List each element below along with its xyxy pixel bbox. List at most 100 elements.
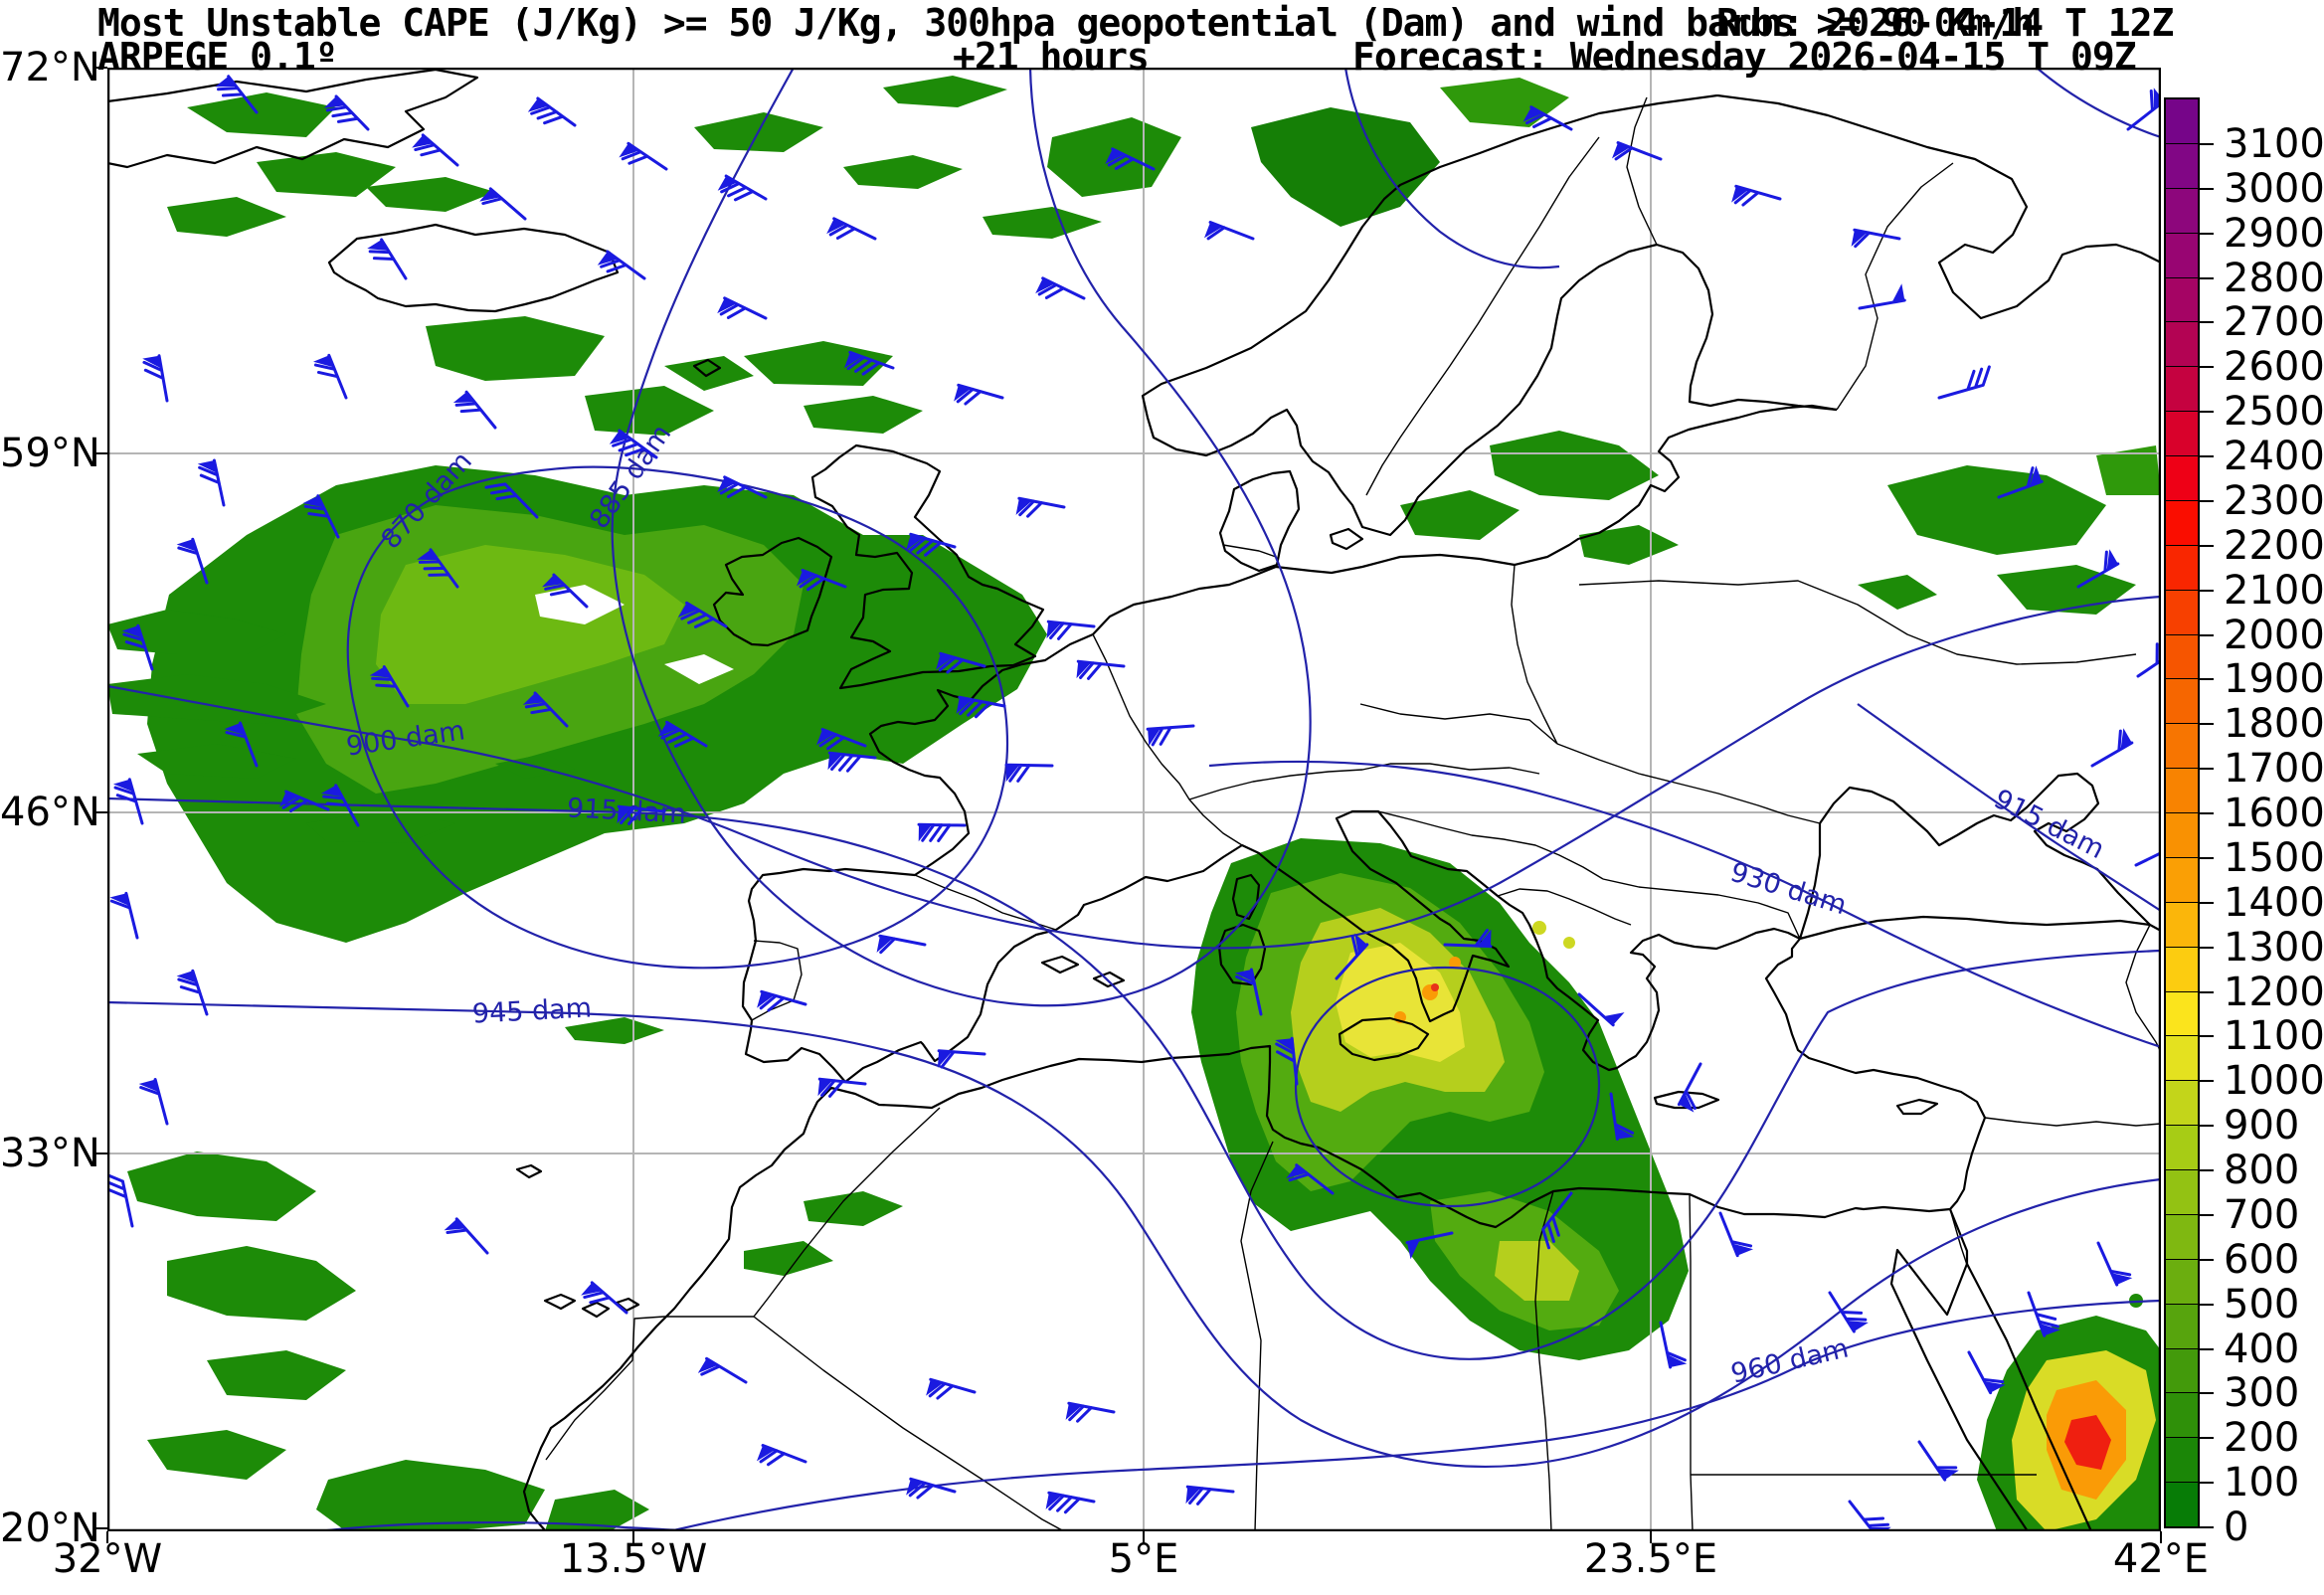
colorbar-tick [2200,1392,2214,1395]
wind-barb-icon [796,569,847,592]
coastline [1948,1208,1969,1264]
wind-barb-icon [937,1049,986,1069]
cape-shaded-region [127,1152,316,1221]
colorbar-tick-label: 1800 [2224,701,2324,748]
coastline [1329,527,1364,551]
wind-barb-icon [2096,1241,2133,1287]
wind-barb-icon [142,354,169,403]
colorbar-segment [2166,321,2198,367]
cape-shaded-region [2096,445,2161,495]
colorbar-tick [2200,1526,2214,1528]
cape-shaded-region [257,152,396,197]
wind-barb-icon [452,390,497,430]
cape-shaded-region [744,341,893,386]
wind-barb-icon [1065,1401,1116,1423]
geopotential-contour [1294,966,1601,1208]
wind-barb-icon [697,1356,748,1384]
wind-barb-icon [1541,1191,1573,1250]
colorbar-tick-label: 2800 [2224,255,2324,301]
coastline [1716,93,2162,320]
colorbar-segment [2166,411,2198,455]
longitude-tick-label: 13.5°W [559,1536,708,1582]
cape-shaded-region [376,545,684,704]
wind-barb-icon [279,790,330,812]
wind-barb-icon [224,721,259,768]
latitude-tick [93,811,107,813]
cape-shaded-region [983,207,1102,239]
colorbar-segment [2166,1080,2198,1126]
colorbar-segment [2166,1213,2198,1259]
cape-shaded-region [306,808,455,843]
colorbar-tick-label: 1000 [2224,1058,2324,1105]
wind-barb-icon [484,482,539,519]
coastline [106,68,479,169]
wind-barb-icon [1611,141,1663,161]
colorbar-segment [2166,1347,2198,1393]
coastline [581,1301,611,1319]
wind-barb-icon [109,891,139,940]
colorbar-tick-label: 700 [2224,1191,2300,1238]
colorbar-segment [2166,1169,2198,1214]
geopotential-contour [106,595,2162,950]
cape-shaded-region [545,1490,649,1531]
wind-barb-icon [597,250,646,280]
country-border [1188,763,1540,800]
wind-barb-icon [906,1477,957,1500]
country-border [1377,810,1604,880]
wind-barb-icon [1045,1491,1096,1514]
colorbar-segment [2166,232,2198,277]
colorbar-tick [2200,232,2214,235]
wind-barb-icon [1731,184,1782,207]
colorbar-tick-label: 100 [2224,1460,2300,1506]
wind-barb-icon [1858,283,1906,310]
country-border [1984,1117,2162,1127]
geopotential-contour [611,67,1312,1007]
wind-barb-icon [2134,829,2179,867]
coastline [327,223,620,313]
colorbar-segment [2166,142,2198,188]
colorbar-tick-label: 2100 [2224,567,2324,614]
coastline [615,1297,640,1313]
cape-shaded-region [1400,490,1520,540]
cape-shaded-region [1997,565,2136,615]
wind-barb-icon [1851,228,1901,249]
colorbar-tick [2200,1258,2214,1261]
colorbar-tick [2200,1169,2214,1172]
colorbar-tick [2200,901,2214,904]
colorbar-segment [2166,187,2198,233]
colorbar-tick [2200,187,2214,190]
cape-shaded-region [426,316,605,381]
colorbar-segment [2166,768,2198,812]
wind-barb-icon [176,969,209,1016]
country-border [1240,1141,1274,1532]
coastline [1798,772,2162,940]
cape-shaded-region [744,1241,833,1276]
colorbar-segment [2166,544,2198,590]
contour-label: 960 dam [1728,1332,1852,1389]
colorbar-segment [2166,276,2198,322]
colorbar-segment [2166,1437,2198,1483]
geopotential-contour [1857,703,2162,912]
colorbar-segment [2166,723,2198,769]
colorbar-tick [2200,723,2214,726]
colorbar-tick-label: 1900 [2224,656,2324,703]
longitude-tick-label: 42°E [2112,1536,2210,1582]
colorbar-tick-label: 1300 [2224,924,2324,971]
cape-shaded-region [107,674,326,724]
wind-barb-icon [817,1077,867,1098]
cape-shaded-region [1336,943,1465,1062]
longitude-tick-label: 23.5°E [1583,1536,1718,1582]
coastline [692,358,722,378]
wind-barb-icon [756,1444,807,1467]
cape-hotspot [1563,937,1575,949]
colorbar-tick [2200,633,2214,636]
colorbar-segment [2166,856,2198,902]
country-border [1626,96,1658,246]
colorbar-tick [2200,544,2214,547]
wind-barb-icon [609,429,658,459]
wind-barb-icon [369,665,410,708]
wind-barb-icon [1917,1440,1959,1482]
wind-barb-icon [906,532,957,557]
wind-barb-icon [1609,1092,1635,1142]
